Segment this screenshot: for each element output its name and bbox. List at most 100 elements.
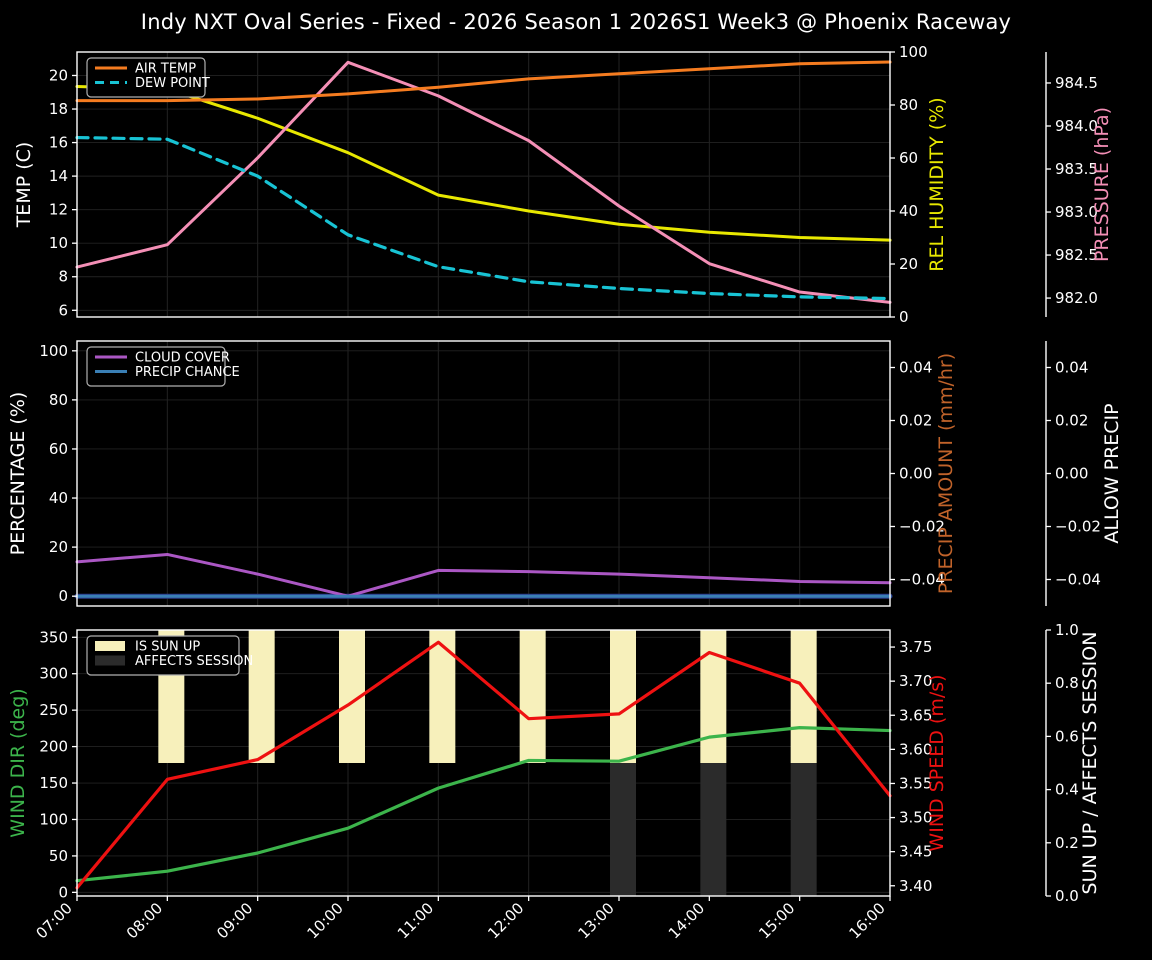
series-wind-dir: [75, 726, 892, 883]
svg-text:0.04: 0.04: [1055, 359, 1088, 377]
x-tick-label: 15:00: [755, 899, 798, 942]
svg-text:20: 20: [49, 66, 68, 84]
legend-swatch-affects_session: [95, 655, 125, 666]
svg-text:20: 20: [49, 538, 68, 556]
svg-text:16: 16: [49, 134, 68, 152]
svg-text:0.0: 0.0: [1055, 887, 1079, 905]
x-tick-label: 08:00: [123, 899, 166, 942]
legend-label: PRECIP CHANCE: [135, 365, 240, 380]
legend-label: IS SUN UP: [135, 640, 200, 655]
panel-frame-1: [76, 51, 891, 318]
series-cloud-cover: [75, 552, 892, 598]
svg-text:80: 80: [899, 96, 918, 114]
bar-affects-session: [700, 763, 727, 896]
svg-text:300: 300: [39, 665, 68, 683]
svg-text:3.75: 3.75: [899, 638, 932, 656]
bar-affects-session: [610, 763, 636, 896]
svg-text:983.5: 983.5: [1055, 160, 1098, 178]
axis-title-percentage: PERCENTAGE (%): [7, 392, 29, 556]
panel-frame-3: [76, 629, 891, 897]
svg-text:−0.04: −0.04: [1055, 571, 1101, 589]
svg-text:3.45: 3.45: [899, 843, 932, 861]
axis-title-sun-up-affects: SUN UP / AFFECTS SESSION: [1079, 632, 1101, 895]
svg-text:982.0: 982.0: [1055, 289, 1098, 307]
bar-affects-session: [790, 763, 817, 896]
svg-text:3.40: 3.40: [899, 877, 932, 895]
bar-is-sun-up: [519, 630, 546, 763]
svg-text:0.8: 0.8: [1055, 674, 1079, 692]
svg-text:−0.02: −0.02: [899, 518, 945, 536]
svg-text:6: 6: [58, 301, 68, 319]
svg-text:3.70: 3.70: [899, 672, 932, 690]
x-tick-label: 07:00: [33, 899, 76, 942]
x-tick-label: 10:00: [304, 899, 347, 942]
svg-text:14: 14: [49, 167, 68, 185]
svg-text:0.4: 0.4: [1055, 781, 1079, 799]
svg-text:983.0: 983.0: [1055, 203, 1098, 221]
svg-text:−0.04: −0.04: [899, 571, 945, 589]
svg-text:50: 50: [49, 847, 68, 865]
svg-text:3.60: 3.60: [899, 740, 932, 758]
legend-label: AIR TEMP: [135, 62, 196, 77]
svg-text:100: 100: [899, 43, 928, 61]
svg-text:3.50: 3.50: [899, 809, 932, 827]
legend-label: DEW POINT: [135, 76, 210, 91]
legend-label: CLOUD COVER: [135, 351, 230, 366]
svg-text:60: 60: [899, 149, 918, 167]
x-tick-label: 09:00: [213, 899, 256, 942]
svg-text:0.2: 0.2: [1055, 834, 1079, 852]
x-tick-label: 11:00: [394, 899, 437, 942]
svg-text:0.02: 0.02: [1055, 412, 1088, 430]
series-dew-point: [75, 135, 892, 301]
axis-title-wind-dir: WIND DIR (deg): [7, 688, 29, 837]
svg-text:0.00: 0.00: [899, 465, 932, 483]
bar-is-sun-up: [429, 630, 456, 763]
svg-text:984.5: 984.5: [1055, 74, 1098, 92]
legend-label: AFFECTS SESSION: [135, 654, 253, 669]
svg-text:100: 100: [39, 810, 68, 828]
svg-text:250: 250: [39, 701, 68, 719]
x-tick-label: 14:00: [665, 899, 708, 942]
series-air-temp: [75, 60, 892, 103]
svg-text:40: 40: [899, 202, 918, 220]
bar-is-sun-up: [248, 630, 275, 763]
figure-title: Indy NXT Oval Series - Fixed - 2026 Seas…: [140, 10, 1012, 34]
svg-text:8: 8: [58, 268, 68, 286]
svg-text:984.0: 984.0: [1055, 117, 1098, 135]
series-pressure: [75, 60, 892, 304]
svg-text:0.02: 0.02: [899, 412, 932, 430]
svg-text:12: 12: [49, 201, 68, 219]
svg-text:0: 0: [899, 308, 909, 326]
svg-text:1.0: 1.0: [1055, 621, 1079, 639]
svg-text:10: 10: [49, 234, 68, 252]
svg-text:350: 350: [39, 628, 68, 646]
svg-text:150: 150: [39, 774, 68, 792]
svg-text:0: 0: [58, 587, 68, 605]
svg-text:−0.02: −0.02: [1055, 518, 1101, 536]
svg-text:100: 100: [39, 342, 68, 360]
series-wind-speed: [75, 640, 892, 890]
axis-title-wind-speed: WIND SPEED (m/s): [926, 674, 948, 851]
svg-text:80: 80: [49, 391, 68, 409]
svg-text:60: 60: [49, 440, 68, 458]
x-tick-label: 16:00: [846, 899, 889, 942]
svg-text:982.5: 982.5: [1055, 246, 1098, 264]
svg-text:0.6: 0.6: [1055, 727, 1079, 745]
x-tick-label: 12:00: [484, 899, 527, 942]
bar-is-sun-up: [610, 630, 636, 763]
svg-text:40: 40: [49, 489, 68, 507]
legend-swatch-is_sun_up: [95, 641, 125, 651]
x-tick-label: 13:00: [575, 899, 618, 942]
svg-text:20: 20: [899, 255, 918, 273]
svg-text:0: 0: [58, 883, 68, 901]
bar-is-sun-up: [700, 630, 727, 763]
axis-title-pressure: PRESSURE (hPa): [1091, 107, 1113, 262]
svg-text:0.00: 0.00: [1055, 465, 1088, 483]
bar-is-sun-up: [790, 630, 817, 763]
svg-text:200: 200: [39, 738, 68, 756]
series-rel-humidity: [75, 84, 892, 242]
axis-title-temp: TEMP (C): [13, 142, 35, 229]
svg-text:3.65: 3.65: [899, 706, 932, 724]
